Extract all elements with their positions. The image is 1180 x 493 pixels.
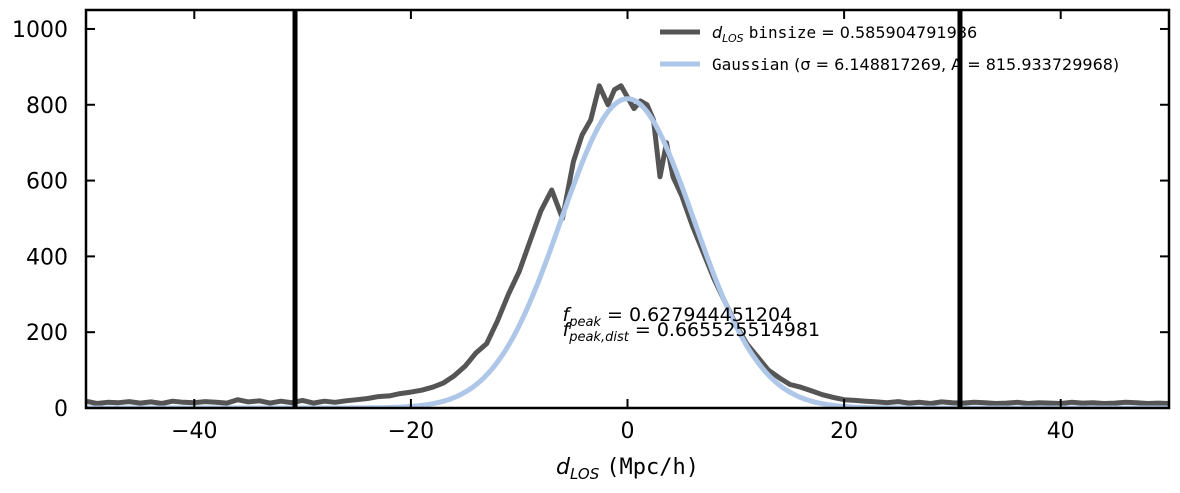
y-tick-label: 400 <box>26 245 68 270</box>
y-tick-label: 800 <box>26 94 68 119</box>
series-gaussian-line <box>86 99 1169 408</box>
legend: dLOS binsize = 0.585904791986 Gaussian (σ… <box>660 23 1119 74</box>
legend-label-gaussian: Gaussian (σ = 6.148817269, A = 815.93372… <box>712 55 1119 74</box>
x-tick-label: 20 <box>830 419 858 444</box>
legend-label-dlos: dLOS binsize = 0.585904791986 <box>712 23 977 45</box>
x-tick-label: 40 <box>1047 419 1075 444</box>
x-axis-label-text: dLOS (Mpc/h) <box>556 455 699 483</box>
x-tick-label: −20 <box>388 419 434 444</box>
x-axis-label: dLOS (Mpc/h) <box>556 455 699 483</box>
y-tick-label: 600 <box>26 170 68 195</box>
series-dlos-line <box>86 86 1169 404</box>
x-tick-label: 0 <box>621 419 635 444</box>
series-layer <box>86 86 1169 408</box>
y-tick-label: 200 <box>26 321 68 346</box>
x-tick-label: −40 <box>171 419 217 444</box>
y-tick-label: 1000 <box>12 18 68 43</box>
y-tick-label: 0 <box>54 397 68 422</box>
